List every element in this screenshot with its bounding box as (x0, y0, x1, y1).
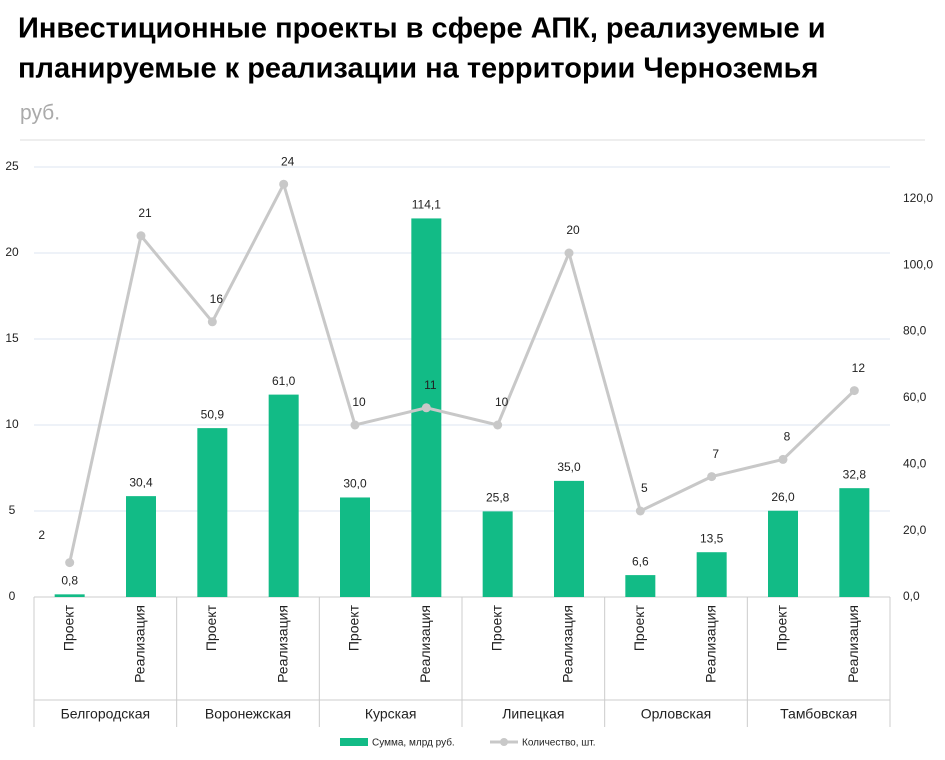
data-label: 20 (566, 223, 580, 237)
data-label: 10 (495, 395, 509, 409)
group-label: Воронежская (205, 706, 291, 722)
group-label: Тамбовская (780, 706, 857, 722)
group-label: Орловская (641, 706, 711, 722)
x-tick-label: Проект (774, 604, 790, 651)
x-tick-label: Реализация (417, 605, 433, 683)
data-label: 26,0 (771, 490, 795, 504)
y-tick-label: 5 (9, 503, 16, 517)
line-point (635, 506, 645, 516)
group-label: Белгородская (61, 706, 151, 722)
chart-title: планируемые к реализации на территории Ч… (18, 53, 818, 85)
data-label: 10 (352, 395, 366, 409)
group-label: Липецкая (502, 706, 564, 722)
data-label: 114,1 (412, 198, 441, 212)
x-tick-label: Реализация (274, 605, 290, 683)
line-point (707, 472, 717, 482)
data-label: 16 (210, 292, 224, 306)
bar (54, 594, 85, 597)
legend-swatch (340, 738, 368, 746)
data-label: 0,8 (61, 574, 78, 588)
y-tick-label: 25 (5, 159, 19, 173)
y2-tick-label: 120,0 (903, 191, 933, 205)
data-label: 24 (281, 154, 295, 168)
line-point (350, 420, 360, 430)
y-tick-label: 20 (5, 245, 19, 259)
data-label: 5 (641, 481, 648, 495)
bar (197, 428, 228, 597)
line-point (778, 454, 788, 464)
data-label: 6,6 (632, 554, 649, 568)
data-label: 7 (712, 447, 719, 461)
legend-swatch (500, 738, 508, 746)
line-point (65, 558, 75, 568)
x-tick-label: Реализация (702, 605, 718, 683)
data-label: 30,0 (343, 477, 367, 491)
bar (696, 552, 727, 597)
bar (340, 497, 370, 597)
x-tick-label: Проект (60, 604, 76, 651)
line-point (564, 248, 574, 258)
bar (268, 394, 299, 597)
bar (554, 480, 584, 597)
data-label: 30,4 (129, 475, 153, 489)
x-tick-label: Проект (346, 604, 362, 651)
line-point (493, 420, 503, 430)
data-label: 50,9 (201, 407, 225, 421)
x-tick-label: Проект (631, 604, 647, 651)
line (68, 180, 856, 563)
x-tick-label: Проект (488, 604, 504, 651)
x-tick-label: Реализация (560, 605, 576, 683)
y2-tick-label: 60,0 (903, 390, 927, 404)
chart-title: Инвестиционные проекты в сфере АПК, реал… (18, 13, 826, 45)
y-tick-label: 10 (5, 417, 19, 431)
data-label: 35,0 (557, 460, 581, 474)
data-label: 32,8 (843, 467, 867, 481)
bar (839, 488, 870, 597)
bar (625, 575, 656, 597)
y2-tick-label: 20,0 (903, 523, 927, 537)
y-tick-label: 15 (5, 331, 19, 345)
y-tick-label: 0 (9, 589, 16, 603)
legend-label: Количество, шт. (522, 738, 596, 749)
x-tick-label: Реализация (845, 605, 861, 683)
bar (126, 496, 156, 597)
y2-tick-label: 40,0 (903, 456, 927, 470)
bar (482, 511, 513, 597)
legend-label: Сумма, млрд руб. (372, 737, 455, 749)
line-point (136, 231, 146, 241)
data-label: 8 (784, 430, 791, 444)
x-tick-label: Реализация (132, 605, 148, 683)
x-tick-label: Проект (203, 604, 219, 651)
line-point (421, 403, 431, 413)
data-label: 2 (38, 528, 45, 542)
group-label: Курская (365, 706, 417, 722)
line-point (849, 386, 859, 396)
data-label: 61,0 (272, 374, 296, 388)
chart-subtitle: руб. (20, 102, 60, 125)
line-point (207, 317, 217, 327)
y2-tick-label: 0,0 (903, 589, 920, 603)
data-label: 25,8 (486, 491, 510, 505)
bar (768, 510, 798, 597)
data-label: 11 (424, 378, 437, 392)
data-label: 12 (852, 361, 866, 375)
line-point (279, 179, 289, 189)
y2-tick-label: 80,0 (903, 324, 927, 338)
data-label: 21 (138, 206, 152, 220)
y2-tick-label: 100,0 (903, 257, 933, 271)
data-label: 13,5 (700, 531, 724, 545)
